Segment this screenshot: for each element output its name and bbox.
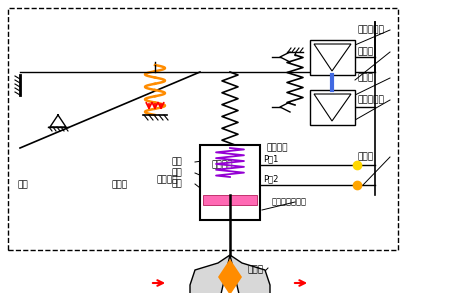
Text: 上喷嘴: 上喷嘴: [357, 47, 373, 57]
Polygon shape: [313, 44, 350, 71]
Text: 信号压力: 信号压力: [157, 176, 178, 185]
Text: 活塞: 活塞: [172, 168, 182, 178]
Text: 定位器: 定位器: [357, 152, 373, 161]
Text: 调零弹簧: 调零弹簧: [267, 144, 288, 152]
Text: P出1: P出1: [263, 154, 278, 163]
Polygon shape: [190, 255, 229, 293]
Text: 功率放大器: 功率放大器: [357, 96, 384, 105]
Bar: [200, 145, 259, 220]
Text: 反馈弹簧: 反馈弹簧: [212, 161, 233, 169]
Text: 下喷嘴: 下喷嘴: [357, 74, 373, 83]
Text: 活塞式执行机构: 活塞式执行机构: [271, 197, 306, 207]
Text: 杠杆: 杠杆: [18, 180, 29, 190]
Bar: [202, 195, 257, 205]
Text: 推杆: 推杆: [172, 180, 182, 188]
Text: 功率放大器: 功率放大器: [357, 25, 384, 35]
Bar: [8, 8, 397, 250]
Text: 波纹管: 波纹管: [112, 180, 128, 190]
Polygon shape: [217, 259, 242, 293]
Bar: [309, 90, 354, 125]
Text: 调节阀: 调节阀: [248, 265, 263, 275]
Text: 气缸: 气缸: [172, 158, 182, 166]
Bar: [309, 40, 354, 75]
Text: P出2: P出2: [263, 175, 278, 183]
Polygon shape: [313, 94, 350, 121]
Polygon shape: [229, 255, 269, 293]
